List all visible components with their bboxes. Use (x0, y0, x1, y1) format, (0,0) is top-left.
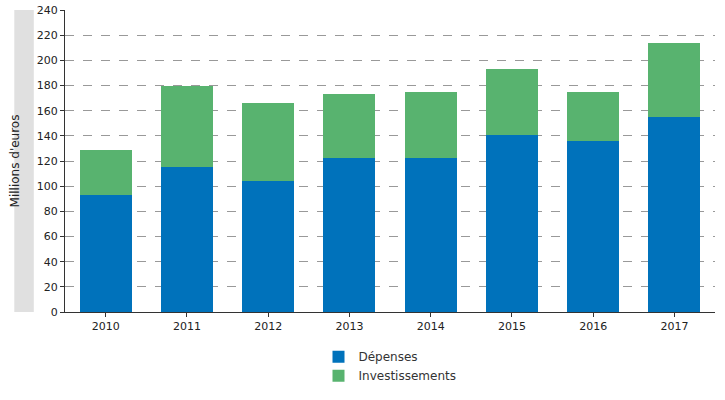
svg-text:2011: 2011 (173, 320, 201, 333)
svg-text:160: 160 (37, 105, 58, 118)
svg-text:60: 60 (44, 230, 58, 243)
svg-text:120: 120 (37, 155, 58, 168)
svg-text:20: 20 (44, 281, 58, 294)
svg-text:2013: 2013 (335, 320, 363, 333)
svg-text:0: 0 (51, 306, 58, 319)
svg-text:40: 40 (44, 256, 58, 269)
svg-text:200: 200 (37, 54, 58, 67)
svg-text:2010: 2010 (92, 320, 120, 333)
svg-text:2012: 2012 (254, 320, 282, 333)
svg-text:240: 240 (37, 4, 58, 17)
svg-text:180: 180 (37, 79, 58, 92)
svg-text:2016: 2016 (579, 320, 607, 333)
svg-text:100: 100 (37, 180, 58, 193)
svg-text:2017: 2017 (660, 320, 688, 333)
svg-text:140: 140 (37, 130, 58, 143)
svg-text:Millions d'euros: Millions d'euros (8, 115, 22, 208)
svg-text:Dépenses: Dépenses (359, 350, 418, 364)
svg-text:2014: 2014 (417, 320, 445, 333)
svg-text:80: 80 (44, 205, 58, 218)
svg-text:2015: 2015 (498, 320, 526, 333)
svg-text:Investissements: Investissements (359, 369, 456, 383)
svg-text:220: 220 (37, 29, 58, 42)
